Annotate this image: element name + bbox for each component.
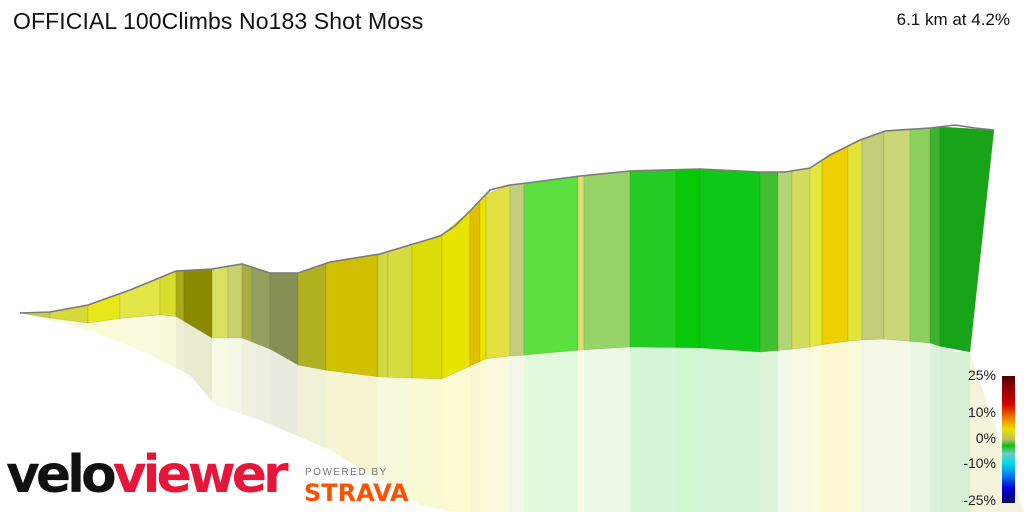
gradient-color-legend: 25% 10% 0% -10% -25% bbox=[950, 365, 1024, 512]
gradient-segment bbox=[377, 251, 389, 378]
gradient-segment bbox=[759, 171, 779, 353]
gradient-segment bbox=[87, 293, 121, 324]
logo-velo: velo bbox=[6, 445, 117, 505]
gradient-segment bbox=[699, 168, 761, 353]
gradient-segment bbox=[675, 168, 701, 349]
reflection-segment bbox=[700, 348, 760, 512]
gradient-segment bbox=[929, 126, 941, 347]
reflection-segment bbox=[470, 361, 480, 512]
reflection-segment bbox=[940, 346, 970, 512]
legend-label: 10% bbox=[967, 404, 996, 420]
legend-label: 25% bbox=[967, 367, 996, 383]
reflection-segment bbox=[378, 376, 388, 512]
powered-by-label: POWERED BY bbox=[305, 467, 388, 478]
gradient-segment bbox=[211, 265, 229, 339]
gradient-segment bbox=[411, 234, 443, 380]
gradient-segment bbox=[523, 175, 579, 356]
gradient-segment bbox=[629, 169, 677, 348]
gradient-segment bbox=[297, 262, 327, 371]
logo-viewer: viewer bbox=[112, 445, 289, 505]
reflection-segment bbox=[778, 349, 792, 512]
gradient-segment bbox=[175, 270, 185, 322]
gradient-segment bbox=[159, 270, 177, 317]
gradient-segment bbox=[909, 127, 931, 344]
legend-label: -25% bbox=[963, 492, 996, 508]
gradient-segment bbox=[387, 243, 413, 379]
gradient-segment bbox=[791, 167, 811, 350]
reflection-segment bbox=[630, 347, 676, 512]
reflection-segment bbox=[388, 377, 412, 512]
gradient-segment bbox=[485, 184, 511, 360]
reflection-segment bbox=[792, 347, 810, 512]
gradient-segment bbox=[227, 263, 243, 339]
profile-top-outline bbox=[19, 124, 995, 314]
reflection-segment bbox=[442, 366, 470, 512]
gradient-segment bbox=[469, 199, 481, 367]
gradient-colorbar bbox=[1002, 376, 1015, 503]
reflection-segment bbox=[524, 350, 578, 512]
gradient-segment bbox=[325, 253, 379, 378]
gradient-segment bbox=[809, 159, 823, 348]
reflection-segment bbox=[810, 344, 822, 512]
legend-label: -10% bbox=[963, 455, 996, 471]
reflection-segment bbox=[486, 356, 510, 512]
climb-summary: 6.1 km at 4.2% bbox=[896, 10, 1010, 29]
gradient-segment bbox=[939, 126, 995, 353]
reflection-segment bbox=[584, 347, 630, 512]
gradient-segment bbox=[821, 145, 849, 345]
reflection-segment bbox=[822, 341, 848, 512]
gradient-segment bbox=[441, 210, 471, 380]
reflection-segment bbox=[760, 350, 778, 512]
gradient-segment bbox=[509, 183, 525, 357]
gradient-segment bbox=[119, 277, 161, 319]
reflection-segment bbox=[578, 349, 584, 512]
gradient-segment bbox=[479, 193, 487, 362]
reflection-segment bbox=[480, 358, 486, 512]
reflection-segment bbox=[676, 347, 700, 512]
reflection-segment bbox=[412, 377, 442, 512]
gradient-segment bbox=[861, 130, 885, 341]
reflection-segment bbox=[910, 341, 930, 512]
gradient-segment bbox=[269, 272, 299, 366]
reflection-segment bbox=[884, 339, 910, 512]
gradient-segment bbox=[583, 170, 631, 351]
legend-label: 0% bbox=[975, 430, 996, 446]
gradient-segment bbox=[241, 263, 253, 343]
gradient-segment bbox=[883, 129, 911, 342]
gradient-segment bbox=[251, 266, 271, 350]
reflection-segment bbox=[930, 343, 940, 512]
gradient-segment bbox=[847, 138, 863, 342]
reflection-segment bbox=[848, 339, 862, 512]
reflection-segment bbox=[510, 355, 524, 512]
veloviewer-logo[interactable]: veloviewer bbox=[6, 449, 289, 501]
reflection-segment bbox=[862, 339, 884, 512]
gradient-segment bbox=[577, 175, 585, 351]
strava-logo[interactable]: STRAVA bbox=[304, 479, 409, 507]
gradient-segment bbox=[777, 170, 793, 351]
profile-gradient-segments bbox=[19, 126, 995, 380]
page-title: OFFICIAL 100Climbs No183 Shot Moss bbox=[13, 8, 424, 34]
